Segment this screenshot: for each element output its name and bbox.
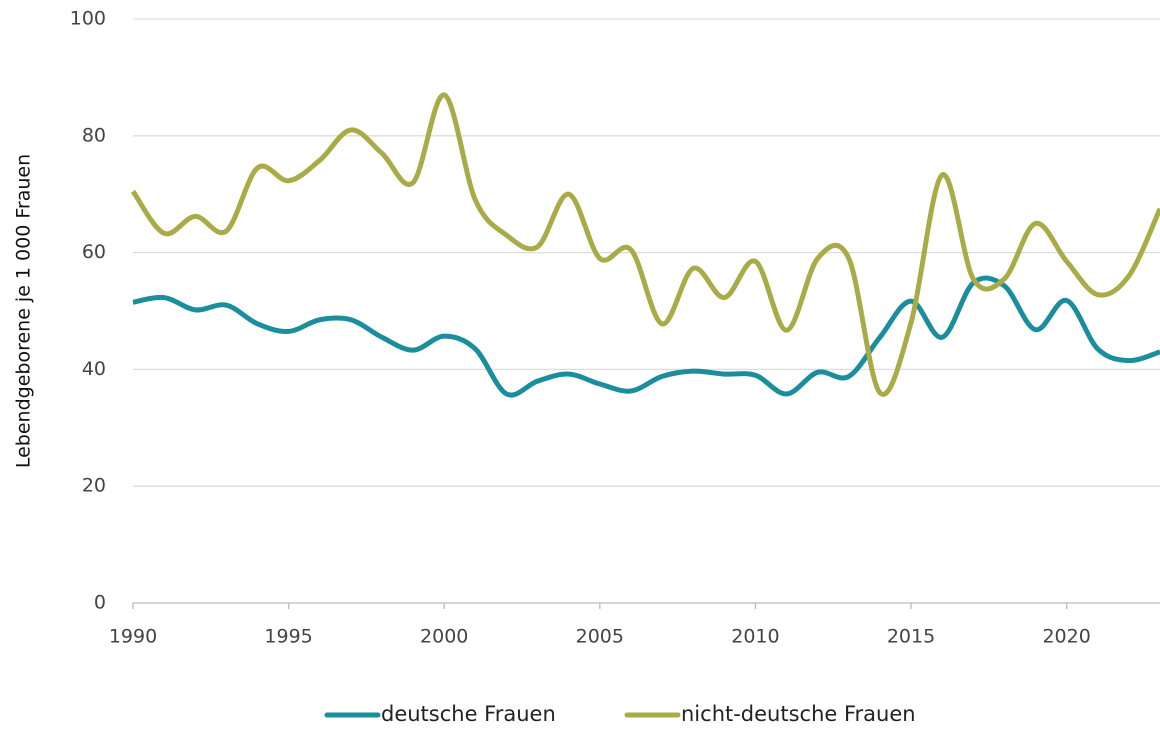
x-tick-label: 1995: [264, 626, 312, 648]
y-tick-label: 60: [82, 241, 106, 263]
y-tick-label: 80: [82, 124, 106, 146]
x-tick-label: 2020: [1042, 626, 1090, 648]
x-tick-label: 2010: [731, 626, 779, 648]
x-tick-label: 2000: [420, 626, 468, 648]
legend-label: deutsche Frauen: [381, 702, 556, 726]
x-tick-label: 2005: [576, 626, 624, 648]
y-tick-label: 20: [82, 475, 106, 497]
y-axis-title: Lebendgeborene je 1 000 Frauen: [13, 154, 35, 468]
legend-label: nicht-deutsche Frauen: [681, 702, 916, 726]
x-tick-label: 2015: [887, 626, 935, 648]
series-line: [130, 92, 1160, 397]
y-tick-label: 40: [82, 358, 106, 380]
x-tick-label: 1990: [109, 626, 157, 648]
series-line: [132, 275, 1160, 398]
y-tick-label: 0: [94, 592, 106, 614]
y-tick-label: 100: [70, 8, 106, 30]
